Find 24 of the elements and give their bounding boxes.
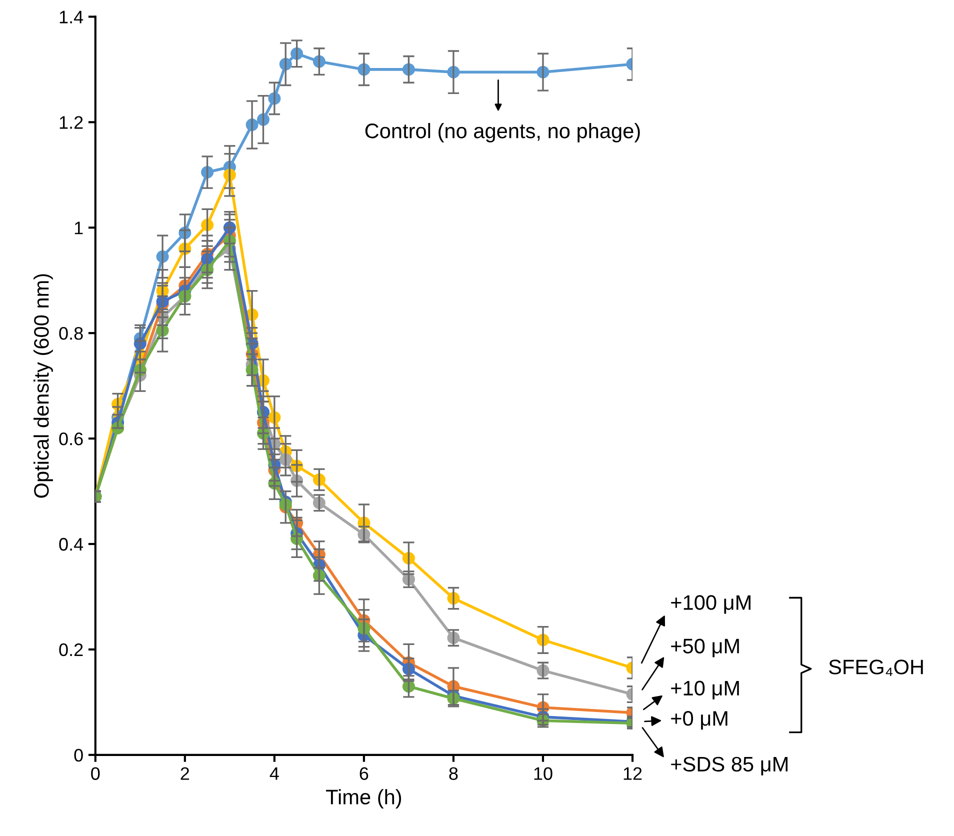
text: SFEG₄OH — [829, 660, 923, 676]
x-tick-label: 10 — [534, 767, 552, 780]
x-axis-title: Time (h) — [326, 789, 402, 809]
y-tick-label: 0 — [74, 748, 83, 762]
x-tick-label: 0 — [91, 767, 100, 780]
series-label: +10 μM — [671, 680, 739, 700]
y-tick-label: 0.2 — [59, 643, 83, 656]
series-label: +0 μM — [671, 711, 728, 730]
y-tick-label: 1.4 — [60, 10, 84, 24]
x-tick-label: 2 — [180, 767, 190, 780]
y-tick-label: 0.6 — [59, 432, 83, 446]
y-tick-label: 0.4 — [59, 538, 84, 551]
text: +100 μM — [671, 595, 750, 614]
x-tick-label: 12 — [624, 767, 642, 780]
text: +50 μM — [671, 638, 739, 658]
text: Control (no agents, no phage) — [365, 123, 640, 142]
x-tick-label: 6 — [360, 767, 368, 780]
x-tick-label: 8 — [449, 767, 458, 780]
y-axis-title: Optical density (600 nm) — [34, 274, 53, 498]
y-tick-label: 1.2 — [60, 116, 83, 129]
y-tick-label: 0.8 — [59, 327, 83, 340]
x-tick-label: 4 — [270, 767, 279, 780]
y-tick-label: 1 — [74, 222, 83, 234]
text: +SDS 85 μM — [671, 756, 788, 776]
